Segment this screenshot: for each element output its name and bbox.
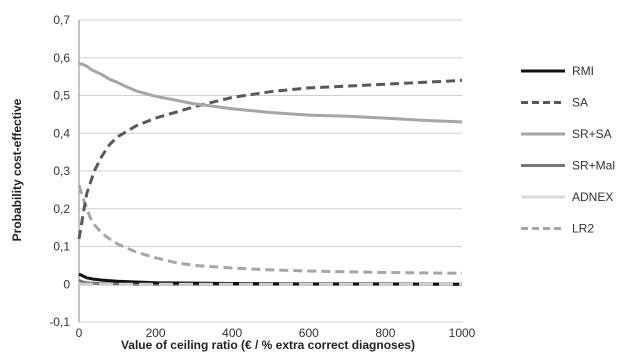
y-tick-label: 0,6 bbox=[53, 51, 70, 65]
legend-label-rmi: RMI bbox=[572, 64, 594, 78]
y-tick-label: 0,3 bbox=[53, 164, 70, 178]
legend-label-lr2: LR2 bbox=[572, 222, 594, 236]
y-axis-title: Probability cost-effective bbox=[10, 98, 24, 241]
x-axis-title: Value of ceiling ratio (€ / % extra corr… bbox=[121, 338, 415, 352]
legend-label-adnex: ADNEX bbox=[572, 190, 613, 204]
x-tick-label: 800 bbox=[375, 326, 395, 340]
legend-label-sa: SA bbox=[572, 96, 588, 110]
series-line-sa bbox=[77, 78, 463, 240]
y-tick-label: 0,4 bbox=[53, 126, 70, 140]
x-tick-label: 200 bbox=[146, 326, 166, 340]
x-tick-label: 1000 bbox=[449, 326, 476, 340]
legend-label-sr-sa: SR+SA bbox=[572, 127, 612, 141]
y-tick-label: 0,1 bbox=[53, 240, 70, 254]
y-tick-label: 0,5 bbox=[53, 89, 70, 103]
x-tick-label: 0 bbox=[76, 326, 83, 340]
x-tick-label: 600 bbox=[299, 326, 319, 340]
y-tick-label: 0 bbox=[63, 277, 70, 291]
y-tick-label: 0,2 bbox=[53, 202, 70, 216]
y-tick-label: 0,7 bbox=[53, 13, 70, 27]
gridlines bbox=[79, 19, 462, 323]
y-tick-label: -0,1 bbox=[49, 315, 70, 329]
axes: -0,1 0 0,1 0,2 0,3 0,4 0,5 0,6 0,7 0 200 400 600 800 1… bbox=[49, 13, 475, 340]
x-tick-label: 400 bbox=[222, 326, 242, 340]
series-lines bbox=[77, 61, 463, 286]
legend: RMI SA SR+SA SR+Mal ADNEX LR2 bbox=[521, 64, 615, 236]
legend-label-sr-mal: SR+Mal bbox=[572, 159, 615, 173]
series-line-lr2 bbox=[77, 184, 463, 275]
series-line-sr-sa bbox=[78, 61, 463, 124]
